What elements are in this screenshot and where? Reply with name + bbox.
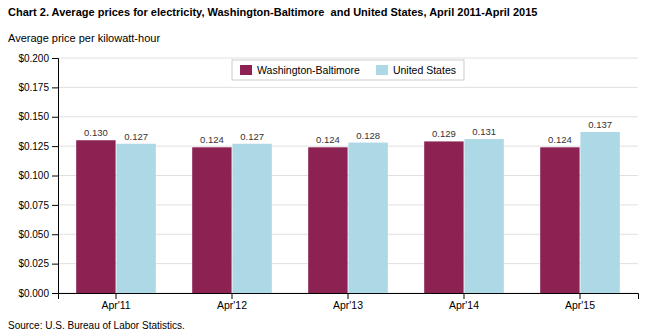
data-label: 0.129: [432, 128, 456, 139]
data-label: 0.124: [548, 134, 572, 145]
bar: [232, 144, 271, 293]
bars: [76, 132, 620, 293]
data-labels: 0.130 0.124 0.124 0.129 0.124 0.127 0.127 0.128…: [84, 119, 612, 145]
data-label: 0.130: [84, 127, 108, 138]
bar-series: [76, 140, 579, 293]
y-tick-mark: [52, 264, 58, 265]
x-axis-line: [59, 294, 639, 300]
y-tick: $0.175: [18, 82, 58, 93]
x-tick-mark: [116, 293, 117, 299]
y-tick: $0.075: [18, 200, 58, 211]
y-tick-label: $0.100: [18, 170, 49, 181]
data-label: 0.127: [240, 131, 264, 142]
legend: Washington-Baltimore United States: [232, 60, 464, 80]
title: Chart 2. Average prices for electricity,…: [8, 6, 537, 18]
grid-line: [58, 87, 638, 88]
y-tick-mark: [52, 146, 58, 147]
y-tick-mark: [52, 58, 58, 59]
y-tick: $0.050: [18, 229, 58, 240]
y-tick-label: $0.025: [18, 258, 49, 269]
y-tick: $0.200: [18, 53, 58, 64]
y-tick-mark: [52, 293, 58, 294]
x-tick: Apr'11: [101, 293, 130, 311]
x-tick-label: Apr'12: [217, 299, 247, 311]
y-axis-line: [52, 59, 59, 294]
y-tick-mark: [52, 205, 58, 206]
x-tick-mark: [464, 293, 465, 299]
plot: 0.130 0.124 0.124 0.129 0.124 0.127 0.127 0.128…: [18, 53, 638, 312]
x-tick-label: Apr'11: [101, 299, 130, 311]
y-axis: $0.000 $0.025 $0.050 $0.075 $0.100 $0.125 $0.1…: [18, 53, 58, 299]
x-tick-mark: [232, 293, 233, 299]
bar: [540, 147, 579, 293]
data-label: 0.131: [472, 126, 496, 137]
data-label: 0.128: [356, 130, 380, 141]
y-tick-mark: [52, 234, 58, 235]
grid-line: [58, 116, 638, 117]
legend-swatch: [240, 65, 252, 75]
legend-swatch: [376, 65, 388, 75]
annotation: Source: U.S. Bureau of Labor Statistics.: [8, 320, 185, 331]
bar: [308, 147, 347, 293]
y-axis-title: Average price per kilowatt-hour: [8, 32, 160, 44]
y-tick-label: $0.200: [18, 53, 49, 64]
x-axis: Apr'11 Apr'12 Apr'13 Apr'14 Apr'15: [59, 293, 639, 311]
y-tick: $0.125: [18, 141, 58, 152]
bar-series: [116, 132, 619, 293]
x-tick-mark: [580, 293, 581, 299]
y-tick: $0.150: [18, 111, 58, 122]
y-tick: $0.025: [18, 258, 58, 269]
bar: [464, 139, 503, 293]
y-tick-label: $0.150: [18, 111, 49, 122]
x-tick: Apr'14: [449, 293, 479, 311]
chart: Chart 2. Average prices for electricity,…: [0, 0, 650, 335]
x-tick-label: Apr'13: [333, 299, 363, 311]
bar: [116, 144, 155, 293]
y-tick: $0.000: [18, 288, 58, 299]
grid: [58, 58, 638, 293]
x-tick-mark: [348, 293, 349, 299]
legend-frame: [232, 60, 464, 80]
legend-item: United States: [376, 64, 456, 76]
y-tick-label: $0.175: [18, 82, 49, 93]
data-label: 0.124: [316, 134, 340, 145]
bar: [76, 140, 115, 293]
y-tick-mark: [52, 87, 58, 88]
bar: [580, 132, 619, 293]
y-tick-label: $0.125: [18, 141, 49, 152]
y-tick-label: $0.075: [18, 200, 49, 211]
y-tick: $0.100: [18, 170, 58, 181]
grid-line: [58, 58, 638, 59]
bar: [192, 147, 231, 293]
bar: [348, 143, 387, 293]
y-tick-label: $0.050: [18, 229, 49, 240]
x-tick: Apr'13: [333, 293, 363, 311]
x-tick-label: Apr'14: [449, 299, 479, 311]
legend-label: Washington-Baltimore: [257, 64, 360, 76]
x-tick: Apr'15: [565, 293, 595, 311]
data-label: 0.137: [588, 119, 612, 130]
x-tick: Apr'12: [217, 293, 247, 311]
legend-label: United States: [393, 64, 456, 76]
y-tick-label: $0.000: [18, 288, 49, 299]
y-tick-mark: [52, 176, 58, 177]
data-label: 0.127: [124, 131, 148, 142]
y-tick-mark: [52, 117, 58, 118]
bar: [424, 141, 463, 293]
legend-item: Washington-Baltimore: [240, 64, 360, 76]
x-tick-label: Apr'15: [565, 299, 595, 311]
data-label: 0.124: [200, 134, 224, 145]
